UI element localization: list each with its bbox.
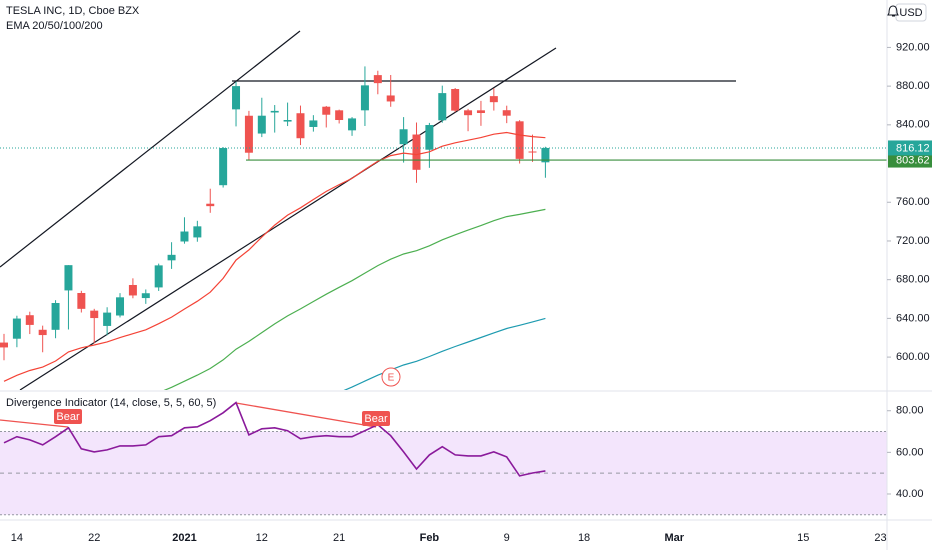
y-tick-label: 720.00	[896, 235, 930, 247]
candle-body	[103, 312, 112, 326]
candle-body	[335, 110, 344, 121]
candle-body	[77, 292, 86, 309]
currency-text[interactable]: USD	[899, 7, 922, 19]
last-price-box	[888, 140, 932, 156]
candle-body	[116, 297, 125, 316]
candle-body	[296, 113, 305, 139]
candle-body	[64, 265, 73, 291]
price-pane	[0, 30, 887, 390]
candle-body	[348, 118, 357, 131]
axes: 600.00 640.00 680.00 720.00 760.00 840.00 880.…	[11, 41, 932, 544]
candle-body	[141, 293, 150, 299]
candle-body	[154, 265, 163, 288]
indicator-tick-label: 40.00	[896, 488, 924, 500]
x-tick-label: 18	[578, 532, 590, 544]
indicator-title: Divergence Indicator (14, close, 5, 5, 6…	[6, 397, 216, 409]
ema-line	[163, 208, 546, 390]
y-tick-label: 840.00	[896, 119, 930, 131]
candle-body	[373, 75, 382, 84]
candle-body	[244, 115, 253, 153]
y-tick-label: 760.00	[896, 196, 930, 208]
candle-body	[51, 303, 60, 330]
candle-body	[425, 125, 434, 150]
candle-body	[257, 115, 266, 134]
candle-body	[90, 310, 99, 319]
y-tick-label: 640.00	[896, 312, 930, 324]
candle-body	[528, 151, 537, 153]
candle-body	[38, 329, 47, 336]
x-tick-label: 12	[256, 532, 268, 544]
y-tick-label: 680.00	[896, 274, 930, 286]
candle-body	[476, 110, 485, 114]
earnings-text[interactable]: E	[388, 373, 395, 384]
candle-body	[438, 93, 447, 121]
bear-label-text: Bear	[364, 413, 388, 425]
earnings-circle[interactable]	[381, 367, 401, 387]
trend-line	[19, 47, 557, 390]
candle-body	[206, 203, 215, 207]
y-tick-label: 600.00	[896, 351, 930, 363]
earnings-marker[interactable]: E	[381, 367, 401, 387]
candle-body	[489, 96, 498, 103]
candle-body	[360, 85, 369, 111]
level-price-box	[888, 152, 932, 168]
candle-body	[386, 95, 395, 102]
candle-body	[232, 86, 241, 110]
candle-body	[309, 120, 318, 127]
candle-body	[25, 315, 34, 325]
candle-body	[541, 147, 550, 163]
bear-label-box	[362, 411, 390, 426]
candle-body	[180, 231, 189, 242]
candle-body	[451, 89, 460, 111]
last-price-label: 816.12	[896, 142, 930, 154]
bear-label-text: Bear	[56, 411, 80, 423]
candle-body	[12, 318, 21, 339]
x-tick-label: Mar	[665, 532, 685, 544]
candle-body	[502, 110, 511, 116]
x-tick-label: Feb	[420, 532, 440, 544]
x-tick-label: 23	[874, 532, 886, 544]
bear-label: Bear	[54, 409, 82, 424]
x-tick-label: 21	[333, 532, 345, 544]
y-tick-label: 880.00	[896, 80, 930, 92]
indicator-tick-label: 60.00	[896, 446, 924, 458]
bear-label: Bear	[362, 411, 390, 426]
chart-title: TESLA INC, 1D, Cboe BZX	[6, 5, 140, 17]
candle-body	[515, 121, 524, 159]
candle-body	[128, 284, 137, 296]
currency-badge[interactable]: USD	[895, 3, 927, 22]
indicator-tick-label: 80.00	[896, 405, 924, 417]
indicator-pane	[0, 401, 546, 477]
ema-line	[343, 317, 546, 390]
x-tick-label: 2021	[172, 532, 196, 544]
trend-line	[0, 30, 301, 268]
candle-body	[193, 226, 202, 238]
indicator-line	[3, 401, 546, 477]
currency-box[interactable]	[895, 3, 927, 22]
divergence-line	[235, 402, 377, 428]
chart-subtitle: EMA 20/50/100/200	[6, 20, 103, 32]
y-tick-label: 920.00	[896, 41, 930, 53]
alert-icon[interactable]	[887, 5, 899, 17]
candle-body	[322, 106, 331, 115]
x-tick-label: 22	[88, 532, 100, 544]
candle-body	[464, 110, 473, 116]
candle-body	[412, 134, 421, 170]
indicator-band-layer	[0, 431, 887, 516]
divergence-line	[0, 419, 69, 428]
x-tick-label: 15	[797, 532, 809, 544]
candle-body	[219, 148, 228, 186]
candle-body	[167, 254, 176, 261]
x-tick-label: 9	[504, 532, 510, 544]
ema-line	[3, 131, 546, 382]
bear-label-box	[54, 409, 82, 424]
candle-body	[0, 342, 8, 348]
x-tick-label: 14	[11, 532, 23, 544]
candle-body	[399, 129, 408, 145]
level-price-label: 803.62	[896, 154, 930, 166]
candle-body	[283, 120, 292, 122]
candle-body	[270, 110, 279, 113]
